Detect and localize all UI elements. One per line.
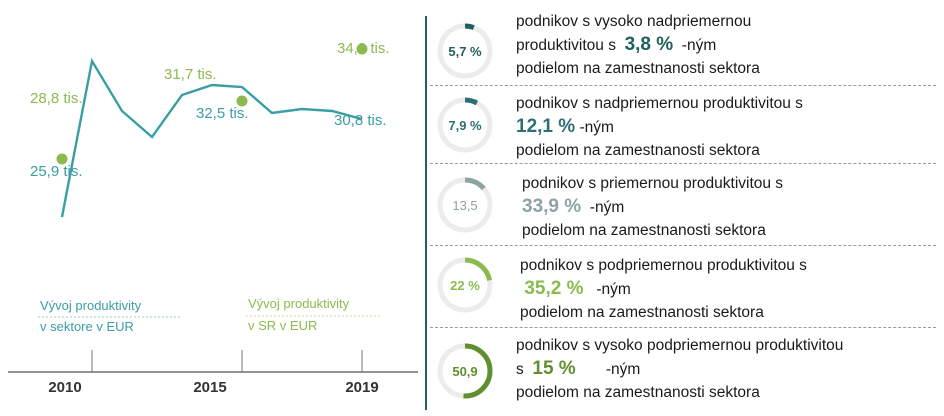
share-ring-2: 7,9 % <box>437 97 493 153</box>
category-line3: podielom na zamestnanosti sektora <box>516 60 760 77</box>
ring-pct-label: 22 % <box>450 278 480 293</box>
legend-sr: Vývoj produktivity v SR v EUR <box>246 296 380 333</box>
category-text-5: podnikov s vysoko podpriemernou produkti… <box>516 334 843 404</box>
category-line3: podielom na zamestnanosti sektora <box>520 304 764 321</box>
category-value: 33,9 % <box>522 196 582 217</box>
ring-pct-label: 50,9 <box>452 364 477 379</box>
ring-arc <box>437 257 493 313</box>
legend-sector-line1: Vývoj produktivity <box>40 298 142 313</box>
category-value: 3,8 % <box>624 34 674 55</box>
row-separator <box>430 163 936 164</box>
row-separator <box>430 245 936 246</box>
label-sector-start: 25,9 tis. <box>30 163 83 180</box>
category-row-4: 22 % podnikov s podpriemernou produktivi… <box>430 246 936 328</box>
category-line3: podielom na zamestnanosti sektora <box>516 384 760 401</box>
category-text-4: podnikov s podpriemernou produktivitou s… <box>520 254 807 324</box>
sr-point-2009 <box>56 153 68 165</box>
category-line2b: -ným <box>596 281 631 298</box>
sr-point-2019 <box>356 43 368 55</box>
x-tick-2019: 2019 <box>345 379 378 396</box>
label-sr-start: 28,8 tis. <box>30 90 83 107</box>
category-row-1: 5,7 % podnikov s vysoko nadpriemernou pr… <box>430 6 936 86</box>
category-value: 35,2 % <box>524 278 584 299</box>
productivity-line-chart: 25,9 tis. 28,8 tis. 31,7 tis. 32,5 tis. … <box>8 40 418 396</box>
year-gridlines <box>91 350 363 372</box>
share-ring-3: 13,5 <box>437 177 493 233</box>
category-line2b: -ným <box>579 119 614 136</box>
ring-pct-label: 7,9 % <box>448 118 482 133</box>
category-text-1: podnikov s vysoko nadpriemernou produkti… <box>516 10 760 80</box>
ring-arc <box>437 97 493 153</box>
ring-arc <box>437 23 493 79</box>
label-sector-end: 30,8 tis. <box>334 112 387 129</box>
share-ring-4: 22 % <box>437 257 493 313</box>
row-separator <box>430 327 936 328</box>
ring-pct-label: 13,5 <box>452 198 477 213</box>
category-text-3: podnikov s priemernou produktivitou s 33… <box>522 172 783 242</box>
category-line2a: produktivitou s <box>516 37 616 54</box>
category-line1: podnikov s nadpriemernou produktivitou s <box>516 95 803 112</box>
panel-divider <box>425 16 427 410</box>
legend-sector-line2: v sektore v EUR <box>40 319 134 334</box>
category-row-3: 13,5 podnikov s priemernou produktivitou… <box>430 164 936 246</box>
label-sr-2015: 31,7 tis. <box>164 66 217 83</box>
legend-sector: Vývoj produktivity v sektore v EUR <box>38 298 182 334</box>
category-value: 15 % <box>532 358 576 379</box>
category-line3: podielom na zamestnanosti sektora <box>522 222 766 239</box>
legend-sr-line1: Vývoj produktivity <box>248 296 350 311</box>
category-line2a: s <box>516 361 524 378</box>
label-sector-2015: 32,5 tis. <box>196 105 249 122</box>
category-line1: podnikov s vysoko nadpriemernou <box>516 13 752 30</box>
x-tick-2015: 2015 <box>193 379 226 396</box>
category-line2b: -ným <box>589 199 625 216</box>
sr-point-2015 <box>236 95 248 107</box>
ring-arc <box>437 343 493 399</box>
category-text-2: podnikov s nadpriemernou produktivitou s… <box>516 92 803 162</box>
row-separator <box>430 85 936 86</box>
x-tick-2010: 2010 <box>48 379 81 396</box>
category-value: 12,1 % <box>516 116 576 137</box>
share-ring-5: 50,9 <box>437 343 493 399</box>
sr-productivity-points <box>56 43 368 165</box>
sector-productivity-line <box>60 57 363 218</box>
ring-arc <box>437 177 493 233</box>
label-sr-end: 34,3 tis. <box>337 40 390 57</box>
ring-pct-label: 5,7 % <box>448 44 482 59</box>
category-line1: podnikov s vysoko podpriemernou produkti… <box>516 337 844 354</box>
category-line3: podielom na zamestnanosti sektora <box>516 142 760 159</box>
legend-sr-line2: v SR v EUR <box>248 318 317 333</box>
category-line1: podnikov s podpriemernou produktivitou s <box>520 257 807 274</box>
category-row-2: 7,9 % podnikov s nadpriemernou produktiv… <box>430 86 936 164</box>
category-line2b: -ným <box>681 37 717 54</box>
category-line2b: -ným <box>605 361 641 378</box>
share-ring-1: 5,7 % <box>437 23 493 79</box>
category-row-5: 50,9 podnikov s vysoko podpriemernou pro… <box>430 328 936 414</box>
category-line1: podnikov s priemernou produktivitou s <box>522 175 784 192</box>
